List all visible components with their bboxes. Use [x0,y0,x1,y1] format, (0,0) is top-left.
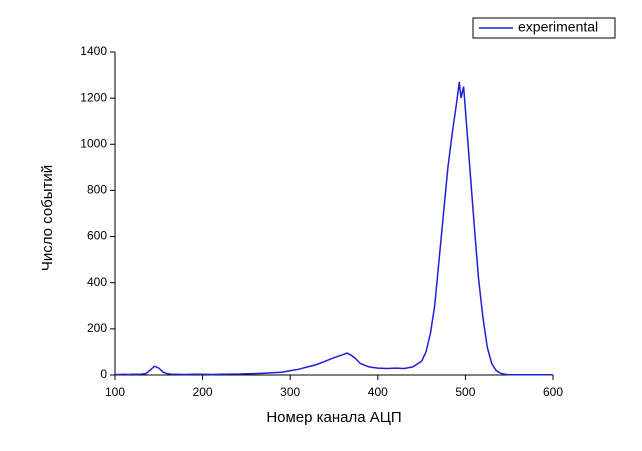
y-tick-label: 1000 [80,136,107,150]
y-tick-label: 800 [87,183,107,197]
y-tick-label: 200 [87,321,107,335]
legend-label: experimental [518,19,598,35]
data-line [115,81,553,376]
y-tick-label: 600 [87,229,107,243]
x-tick-label: 600 [543,385,563,399]
y-axis-title: Число событий [39,165,56,271]
y-tick-label: 1400 [80,44,107,58]
y-tick-label: 0 [100,367,107,381]
x-tick-label: 300 [280,385,300,399]
legend-box [472,17,616,39]
x-tick-label: 200 [193,385,213,399]
x-tick-label: 400 [368,385,388,399]
x-tick-label: 100 [105,385,125,399]
y-tick-label: 1200 [80,90,107,104]
y-tick-label: 400 [87,275,107,289]
x-axis-title: Номер канала АЦП [266,409,401,426]
x-tick-label: 500 [455,385,475,399]
